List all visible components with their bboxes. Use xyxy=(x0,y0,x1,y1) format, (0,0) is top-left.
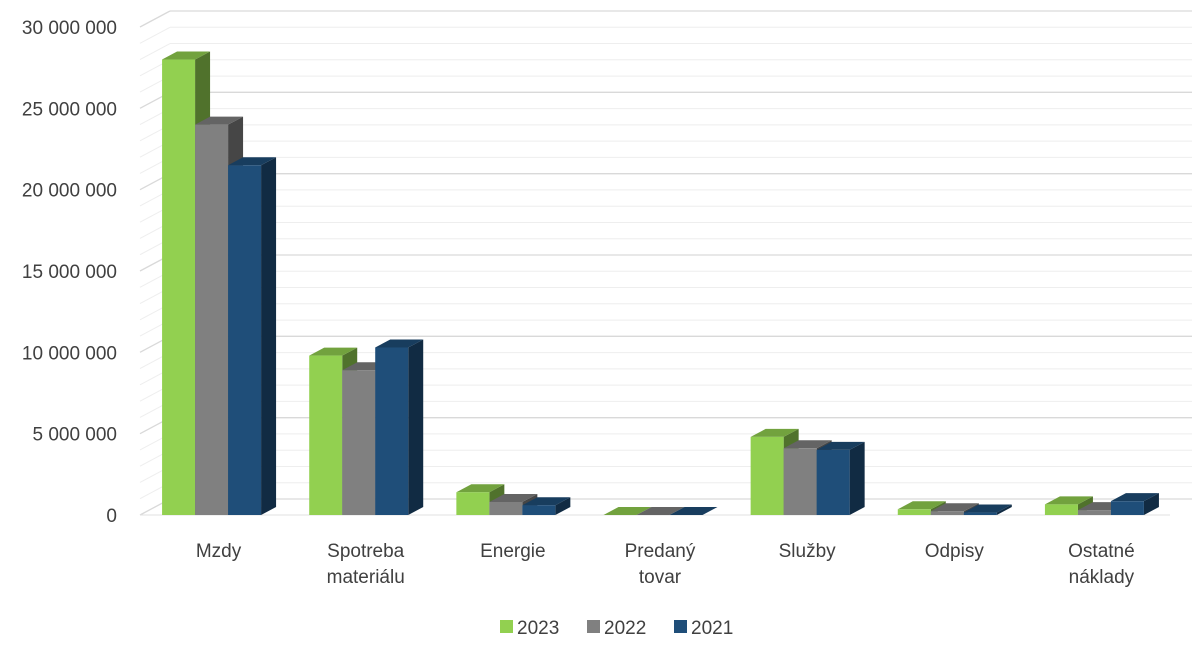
bar-top xyxy=(1044,496,1093,505)
legend-swatch xyxy=(674,620,687,633)
bars xyxy=(162,51,1159,516)
bar-top xyxy=(816,441,865,450)
legend-item-2022: 2022 xyxy=(587,618,646,639)
x-category-label: Ostatné náklady xyxy=(1068,541,1135,588)
bar-front xyxy=(1044,504,1078,515)
bar-front xyxy=(309,355,343,515)
bar-front xyxy=(1077,510,1111,515)
bar-side xyxy=(555,497,571,515)
legend: 2023 2022 2021 xyxy=(500,618,733,639)
x-category-label-line: Ostatné xyxy=(1068,541,1135,562)
bar-side xyxy=(261,157,277,515)
bar-front xyxy=(930,511,964,515)
x-category-label-line: Mzdy xyxy=(196,541,242,562)
legend-swatch xyxy=(500,620,513,633)
bar-top xyxy=(195,116,244,125)
y-tick-label: 25 000 000 xyxy=(22,99,117,120)
bar-front xyxy=(783,448,817,515)
bar-top xyxy=(636,507,685,515)
bar-top xyxy=(456,484,505,493)
y-tick-label: 0 xyxy=(106,506,117,527)
bar-2021 xyxy=(816,441,865,515)
bar-front xyxy=(228,165,262,515)
bar-front xyxy=(456,492,490,515)
bar-top xyxy=(897,501,946,510)
bar-top xyxy=(162,51,211,60)
bar-front xyxy=(522,505,556,515)
bar-side xyxy=(408,339,424,515)
bar-front xyxy=(897,509,931,515)
legend-item-2023: 2023 xyxy=(500,618,559,639)
bar-front xyxy=(816,449,850,515)
bar-2021 xyxy=(963,504,1012,515)
bar-side xyxy=(1143,493,1159,515)
bar-front xyxy=(489,501,523,515)
gridline-diagonal xyxy=(139,26,171,44)
legend-item-2021: 2021 xyxy=(674,618,733,639)
bar-top xyxy=(603,507,652,515)
x-category-label-line: Predaný xyxy=(625,541,696,562)
bar-top xyxy=(522,497,571,506)
bar-2021 xyxy=(375,339,424,515)
bar-top xyxy=(309,347,358,356)
y-tick-label: 20 000 000 xyxy=(22,181,117,202)
x-category-label-line: náklady xyxy=(1069,567,1135,588)
x-category-label: Predaný tovar xyxy=(625,541,696,588)
x-category-label: Energie xyxy=(480,541,546,562)
bar-top xyxy=(1110,493,1159,502)
bar-front xyxy=(342,370,376,515)
gridline-diagonal xyxy=(139,10,171,28)
y-tick-label: 15 000 000 xyxy=(22,262,117,283)
legend-label: 2022 xyxy=(604,618,646,639)
x-category-label-line: Energie xyxy=(480,541,546,562)
x-category-label-line: materiálu xyxy=(327,567,405,588)
bar-front xyxy=(1110,501,1144,515)
bar-side xyxy=(996,504,1012,515)
y-tick-label: 30 000 000 xyxy=(22,18,117,39)
bar-front xyxy=(963,512,997,515)
bar-top xyxy=(963,504,1012,513)
bar-2021 xyxy=(228,157,277,515)
x-category-label: Služby xyxy=(779,541,837,562)
bar-2021 xyxy=(1110,493,1159,515)
y-axis: 0 5 000 000 10 000 000 15 000 000 20 000 000… xyxy=(22,18,117,527)
bar-front xyxy=(162,59,196,516)
x-category-label-line: Spotreba xyxy=(327,541,405,562)
legend-label: 2023 xyxy=(517,618,559,639)
bar-front xyxy=(195,124,229,515)
y-tick-label: 10 000 000 xyxy=(22,343,117,364)
x-category-label: Spotreba materiálu xyxy=(327,541,405,588)
bar-top xyxy=(750,428,799,437)
bar-side xyxy=(849,441,865,515)
bar-front xyxy=(375,347,409,515)
bar-2021 xyxy=(669,507,718,515)
bar-top xyxy=(489,493,538,502)
x-category-label-line: Služby xyxy=(779,541,837,562)
bar-top xyxy=(930,503,979,512)
gridlines xyxy=(139,10,1192,516)
bar-top xyxy=(228,157,277,166)
x-category-label: Mzdy xyxy=(196,541,242,562)
y-tick-label: 5 000 000 xyxy=(32,425,117,446)
bar-2022 xyxy=(636,507,685,515)
legend-swatch xyxy=(587,620,600,633)
gridline-diagonal xyxy=(139,43,171,60)
x-category-label-line: Odpisy xyxy=(925,541,985,562)
bar-2023 xyxy=(603,507,652,515)
bar-top xyxy=(375,339,424,348)
bar-front xyxy=(750,436,784,515)
bar-top xyxy=(783,440,832,449)
bar-2021 xyxy=(522,497,571,515)
x-axis: Mzdy Spotreba materiálu Energie Predaný tovar… xyxy=(196,541,1135,588)
x-category-label-line: tovar xyxy=(639,567,682,588)
bar-top xyxy=(669,507,718,515)
legend-label: 2021 xyxy=(691,618,733,639)
x-category-label: Odpisy xyxy=(925,541,985,562)
